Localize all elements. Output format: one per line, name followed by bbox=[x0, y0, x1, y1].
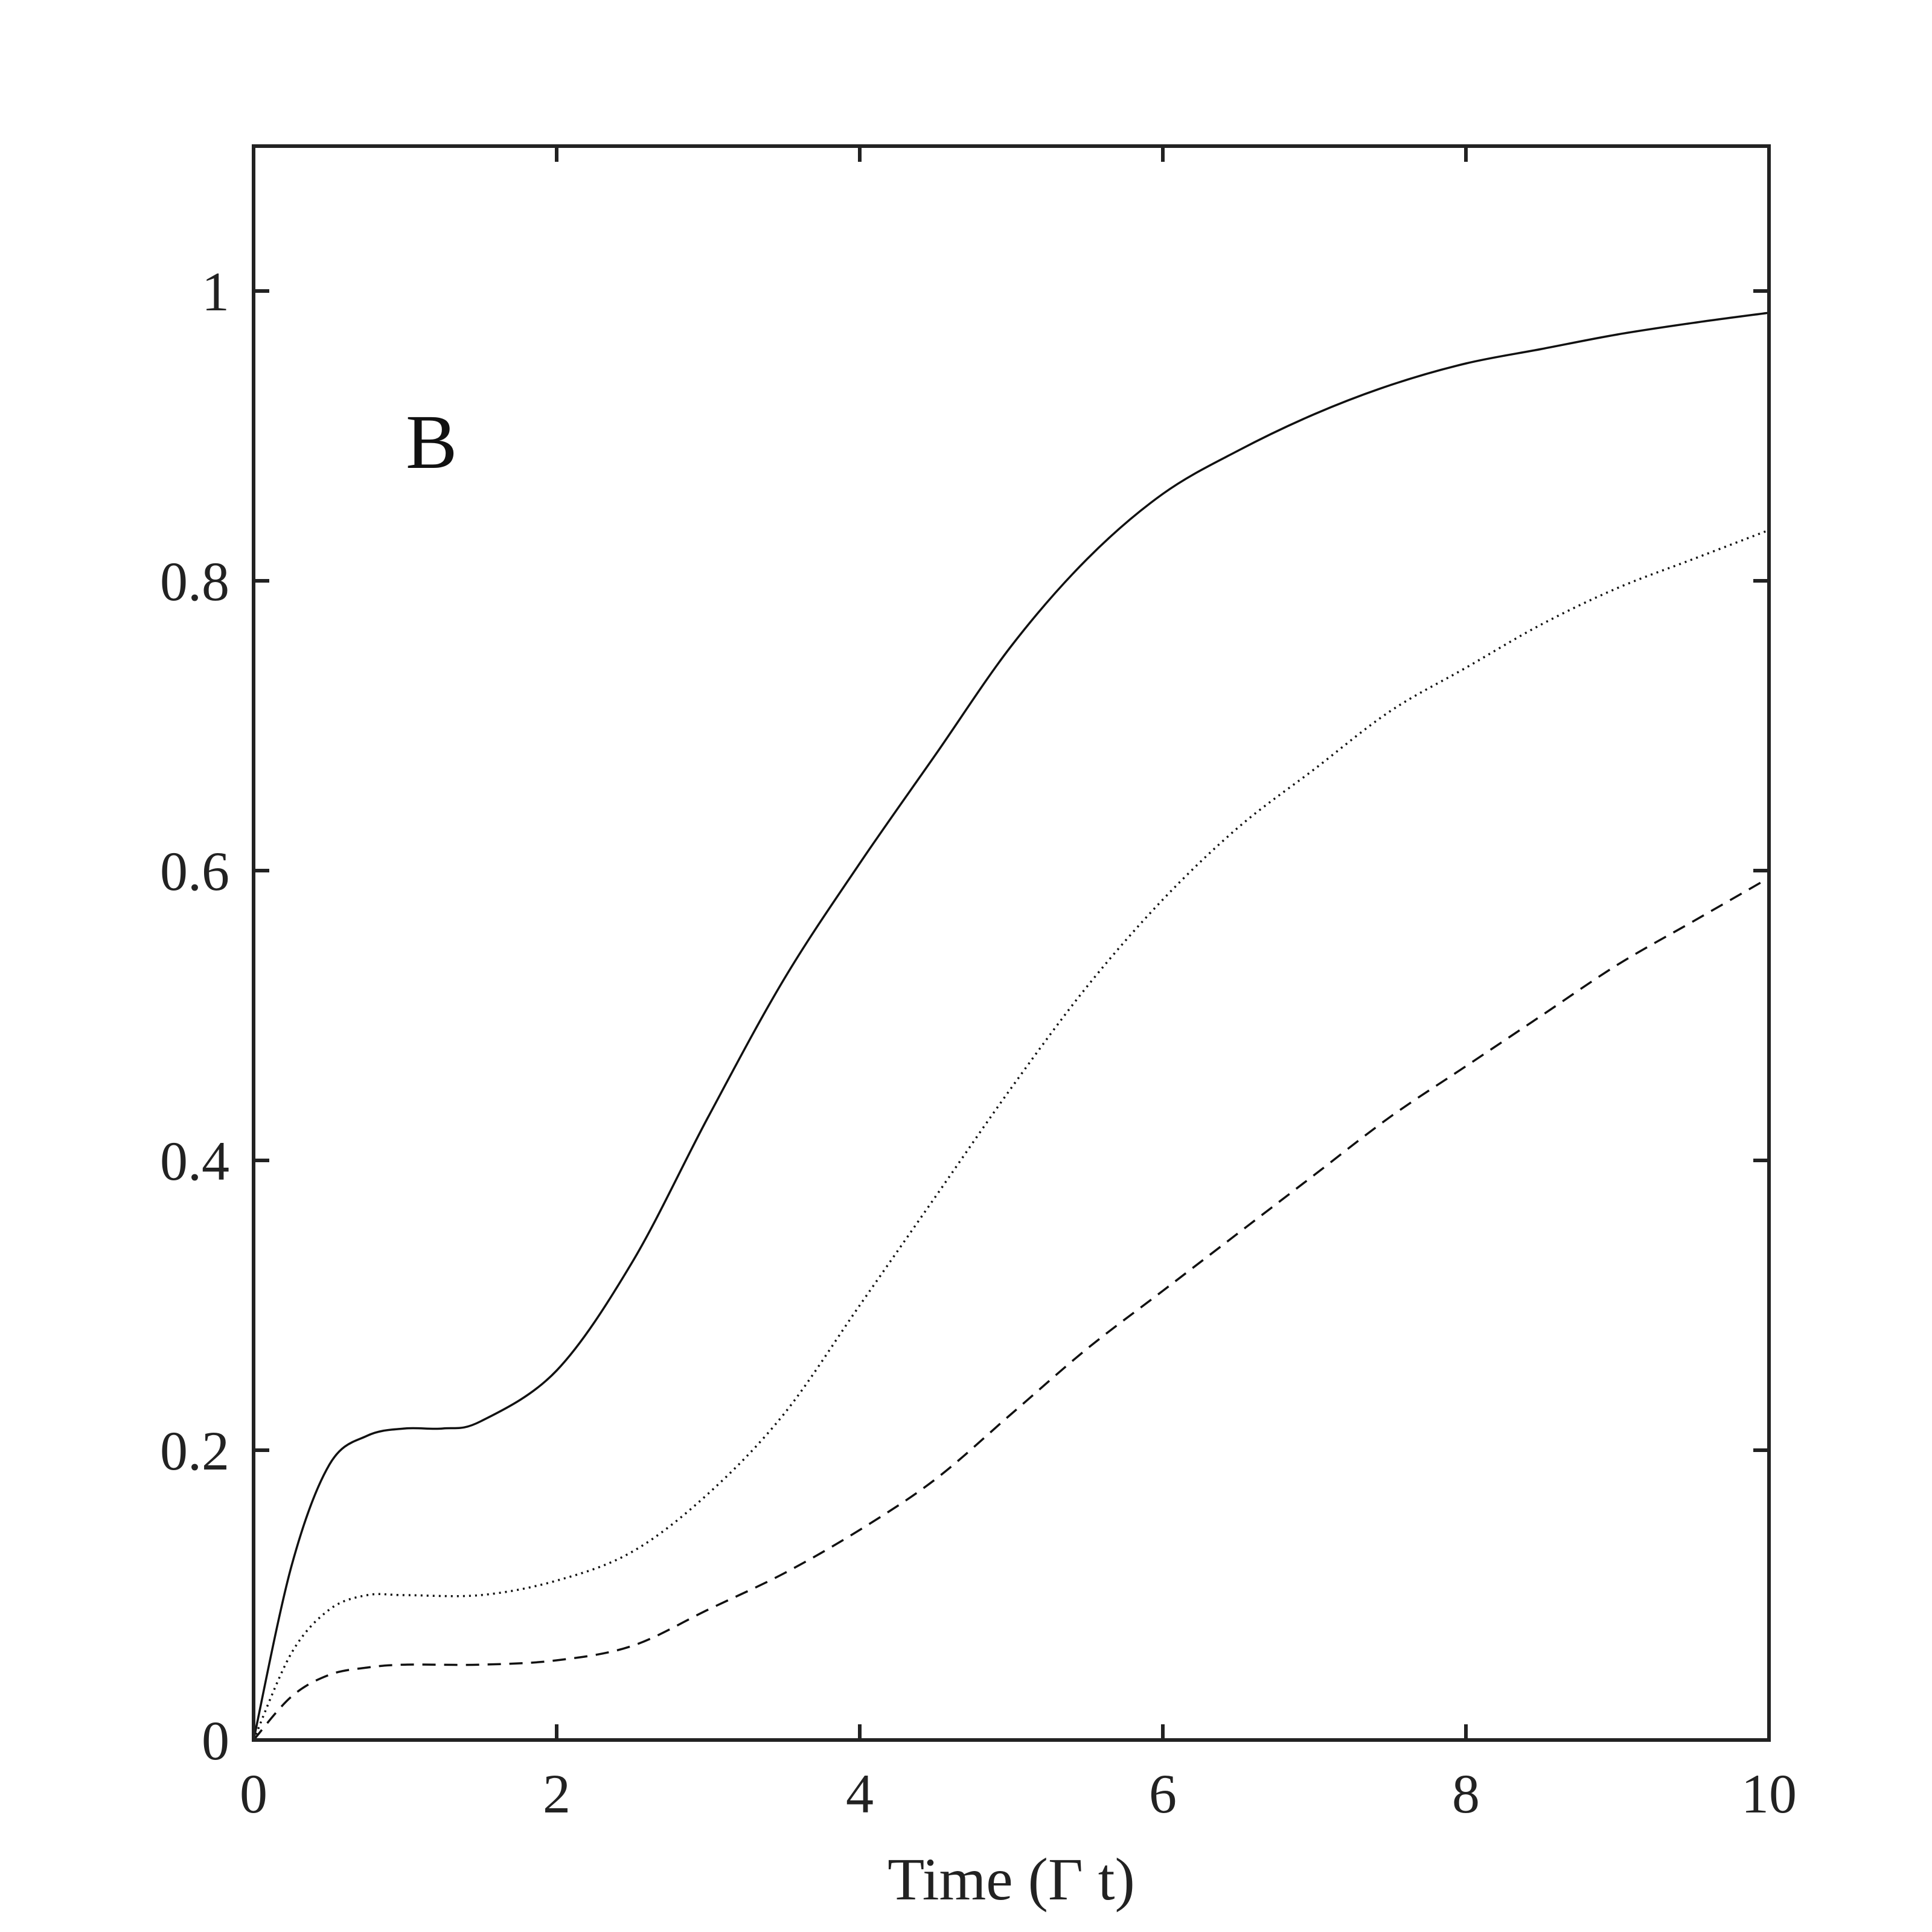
y-tick-label: 1 bbox=[202, 261, 229, 322]
y-tick-label: 0.6 bbox=[160, 840, 229, 902]
x-tick-label: 2 bbox=[543, 1763, 571, 1825]
x-tick-label: 8 bbox=[1452, 1763, 1480, 1825]
y-tick-label: 0.2 bbox=[160, 1420, 229, 1482]
labels-layer: 0 2 4 6 8 10 0 0.2 0.4 0.6 0.8 1 bbox=[160, 261, 1797, 1825]
x-tick-label: 6 bbox=[1149, 1763, 1177, 1825]
series-line-dotted bbox=[252, 529, 1770, 1741]
panel-label: B bbox=[406, 399, 457, 485]
series-layer bbox=[252, 312, 1770, 1741]
x-tick-label: 0 bbox=[240, 1763, 267, 1825]
y-tick-label: 0.4 bbox=[160, 1130, 229, 1192]
series-line-solid bbox=[252, 312, 1770, 1741]
plot-frame bbox=[252, 144, 1771, 1742]
x-axis-title: Time (Γ t) bbox=[888, 1846, 1135, 1913]
series-line-dashed bbox=[252, 877, 1770, 1741]
x-tick-label: 10 bbox=[1741, 1763, 1797, 1825]
y-tick-label: 0.8 bbox=[160, 551, 229, 612]
y-tick-label: 0 bbox=[202, 1710, 229, 1771]
x-tick-label: 4 bbox=[846, 1763, 874, 1825]
